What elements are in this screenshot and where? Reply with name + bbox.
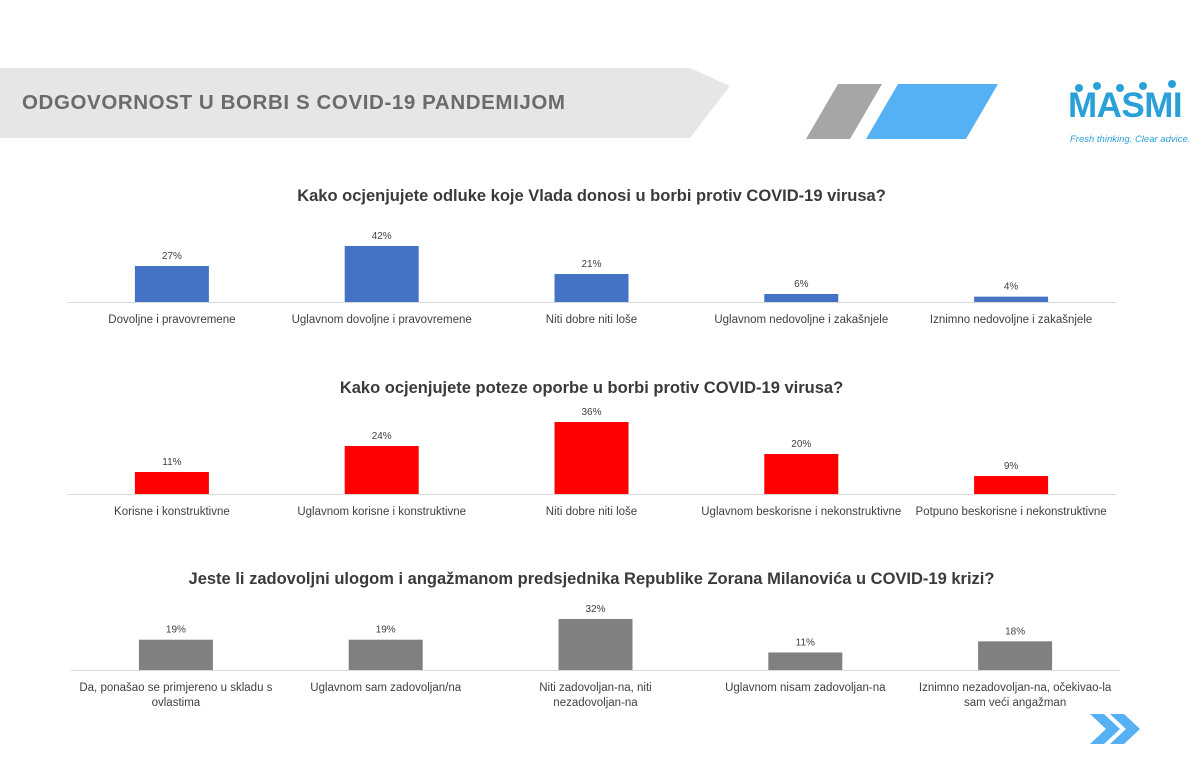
category-label: Uglavnom sam zadovoljan/na [310,682,461,694]
logo-wordmark: MASMI [1068,86,1183,125]
category-label: Iznimno nedovoljne i zakašnjele [930,314,1092,326]
bar [764,294,839,302]
data-label: 36% [581,407,601,418]
next-slide-icon[interactable] [1090,712,1146,746]
chevron-right-icon [1090,714,1120,744]
data-label: 18% [1005,626,1025,637]
bar [764,454,839,494]
bar [138,639,213,670]
bar [134,266,209,302]
bar [134,472,209,494]
bar [974,476,1049,494]
category-label: Uglavnom beskorisne i nekonstruktivne [701,506,901,518]
category-label: Dovoljne i pravovremene [108,314,235,326]
category-label: Uglavnom dovoljne i pravovremene [292,314,472,326]
data-label: 21% [581,259,601,270]
category-label: Niti dobre niti loše [546,506,637,518]
category-label: Uglavnom nedovoljne i zakašnjele [714,314,888,326]
bar [558,619,633,670]
page-title: ODGOVORNOST U BORBI S COVID-19 PANDEMIJO… [22,91,566,114]
logo-figures-icon [1075,80,1176,92]
category-label: Niti zadovoljan-na, niti nezadovoljan-na [539,682,652,709]
bar [554,422,629,494]
category-label: Da, ponašao se primjereno u skladu s ovla… [79,682,272,709]
chart-2-title: Kako ocjenjujete poteze oporbe u borbi p… [339,379,844,397]
category-label: Uglavnom nisam zadovoljan-na [725,682,886,694]
category-label: Korisne i konstruktivne [114,506,230,518]
data-label: 19% [166,625,186,636]
bar [974,296,1049,302]
data-label: 27% [162,251,182,262]
data-label: 24% [372,431,392,442]
header-stripes [806,84,998,139]
logo-tagline: Fresh thinking. Clear advice. [1070,134,1191,145]
chart-3-title: Jeste li zadovoljni ulogom i angažmanom … [188,570,995,588]
data-label: 32% [585,604,605,615]
blue-stripe [866,84,998,139]
category-label: Iznimno nezadovoljan-na, očekivao-la sam … [919,682,1112,709]
bar [348,639,423,670]
category-label: Niti dobre niti loše [546,314,637,326]
masmi-logo: MASMI Fresh thinking. Clear advice. [1064,78,1194,148]
data-label: 11% [162,457,181,468]
bar [768,652,843,670]
data-label: 9% [1004,461,1019,472]
data-label: 19% [376,625,396,636]
chart-1-title: Kako ocjenjujete odluke koje Vlada donos… [297,187,886,205]
data-label: 6% [794,279,809,290]
chevron-right-icon [1110,714,1140,744]
category-label: Potpuno beskorisne i nekonstruktivne [916,506,1107,518]
bar [554,274,629,302]
data-label: 20% [791,439,811,450]
category-label: Uglavnom korisne i konstruktivne [297,506,466,518]
data-label: 42% [372,231,392,242]
gray-stripe [806,84,882,139]
bar [978,641,1053,670]
data-label: 11% [796,637,815,648]
header-band [0,68,730,138]
data-label: 4% [1004,282,1019,293]
bar [344,246,419,302]
bar [344,446,419,494]
header-band-shape [0,68,730,138]
